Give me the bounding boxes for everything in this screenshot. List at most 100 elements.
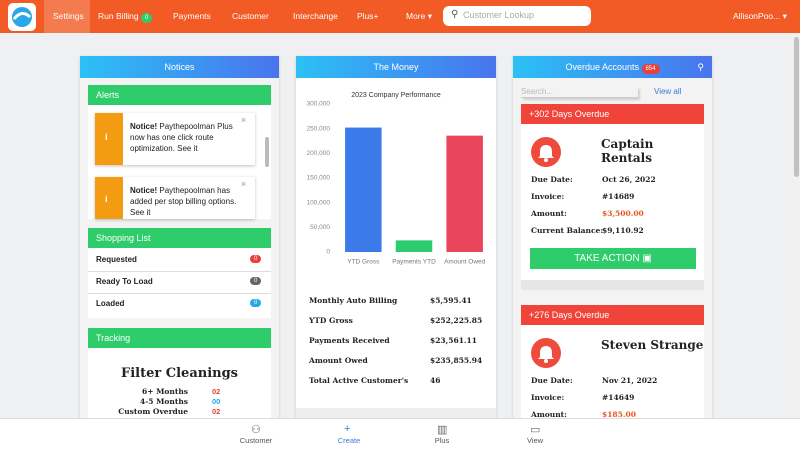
- nav-badge: 0: [141, 13, 153, 23]
- bell-icon: [531, 137, 561, 167]
- x-tick-label: Payments YTD: [392, 259, 436, 266]
- zoom-icon[interactable]: ⚲: [697, 62, 704, 72]
- row-label: Loaded: [96, 299, 125, 308]
- scrollbar: [265, 137, 269, 167]
- summary-label: Amount Owed: [309, 356, 368, 365]
- notice-icon: i: [105, 132, 108, 142]
- bottom-label[interactable]: Create: [337, 436, 361, 445]
- bottom-icon[interactable]: +: [344, 423, 351, 435]
- bottom-label[interactable]: View: [526, 436, 544, 445]
- search-input[interactable]: Search...: [521, 87, 638, 98]
- customer-name: Steven Strange: [601, 338, 704, 352]
- overdue-card: +276 Days Overdue Steven Strange Due Date:…: [521, 305, 704, 425]
- y-tick-label: 300,000: [307, 101, 331, 108]
- count-badge: 0: [250, 255, 262, 263]
- notice-icon-bg: i: [95, 113, 123, 165]
- user-name: AllisonPoo...: [733, 11, 781, 21]
- card-header: Shopping List: [88, 228, 271, 248]
- notice-body: Paythepoolman Plus now has one click rou…: [130, 122, 233, 153]
- count-badge: 0: [250, 277, 262, 285]
- bar: [395, 240, 433, 252]
- count-badge: 0: [250, 299, 262, 307]
- field-label: Due Date:: [531, 376, 573, 385]
- nav-item[interactable]: Interchange: [293, 11, 338, 21]
- y-tick-label: 250,000: [307, 125, 331, 132]
- summary-label: Total Active Customer's: [309, 376, 409, 385]
- field-value: Nov 21, 2022: [602, 376, 658, 385]
- bar: [345, 127, 382, 252]
- tracking-value: 00: [212, 397, 221, 406]
- tracking-heading: Filter Cleanings: [121, 366, 238, 381]
- logo[interactable]: [8, 3, 36, 31]
- y-tick-label: 0: [326, 249, 330, 256]
- summary-label: YTD Gross: [309, 316, 353, 325]
- summary-value: $23,561.11: [430, 336, 477, 345]
- nav-item[interactable]: Payments: [173, 11, 211, 21]
- card-footer: [521, 280, 704, 290]
- field-label: Due Date:: [531, 175, 573, 184]
- customer-name: Captain Rentals: [601, 137, 654, 165]
- tracking-label: 6+ Months: [141, 387, 188, 396]
- row-divider: [88, 271, 271, 272]
- view-all-link[interactable]: View all: [654, 87, 682, 96]
- chart: 2023 Company Performance 0 50,000 100,000 1…: [307, 92, 486, 266]
- notice-heading: Notice!: [130, 122, 158, 131]
- field-value: $9,110.92: [602, 226, 644, 235]
- notice-icon-bg: i: [95, 177, 123, 219]
- summary-label: Monthly Auto Billing: [309, 296, 398, 305]
- field-value: Oct 26, 2022: [602, 175, 656, 184]
- user-menu[interactable]: AllisonPoo... ▾: [733, 11, 787, 21]
- alerts-card: Alerts i Notice! Paythepoolman Plus now …: [88, 85, 271, 219]
- tracking-card: Tracking Filter Cleanings 6+ Months 02 4-5…: [88, 328, 271, 418]
- count-badge: 854: [641, 64, 660, 74]
- search-box[interactable]: ⚲ Customer Lookup: [443, 6, 591, 26]
- logo-icon: [12, 7, 32, 27]
- nav-item[interactable]: Customer: [232, 11, 269, 21]
- summary-label: Payments Received: [309, 336, 390, 345]
- field-label: Amount:: [531, 209, 567, 218]
- bottom-icon[interactable]: ▭: [530, 424, 541, 436]
- bottom-icon[interactable]: ▥: [437, 424, 448, 436]
- shopping-card: Shopping List Requested 0 Ready To Load 0 Lo…: [88, 228, 271, 318]
- bottom-label[interactable]: Customer: [239, 436, 273, 445]
- notice-heading: Notice!: [130, 186, 158, 195]
- field-label: Current Balance:: [531, 226, 604, 235]
- bottom-icon[interactable]: ⚇: [251, 424, 261, 436]
- notice-text: Notice! Paythepoolman Plus now has one c…: [130, 121, 248, 154]
- card-header: +276 Days Overdue: [521, 305, 704, 325]
- field-value: $3,500.00: [602, 209, 644, 218]
- x-tick-label: YTD Gross: [347, 259, 380, 266]
- nav-item[interactable]: Settings: [53, 11, 84, 21]
- field-label: Amount:: [531, 410, 567, 419]
- bell-icon: [531, 338, 561, 368]
- nav-item[interactable]: Run Billing 0: [98, 0, 153, 33]
- row-divider: [88, 293, 271, 294]
- close-icon[interactable]: ×: [241, 115, 247, 125]
- row-label: Ready To Load: [96, 277, 153, 286]
- bottom-label[interactable]: Plus: [434, 436, 450, 445]
- field-value: #14649: [602, 393, 635, 402]
- summary-value: $252,225.85: [430, 316, 483, 325]
- close-icon[interactable]: ×: [241, 179, 247, 189]
- take-action-button[interactable]: TAKE ACTION ▣: [530, 248, 696, 269]
- bottom-bar: ⚇ Customer + Create ▥ Plus ▭ View: [0, 418, 800, 457]
- y-tick-label: 100,000: [307, 199, 331, 206]
- nav-item[interactable]: Plus+: [357, 11, 379, 21]
- scroll-thumb: [794, 37, 799, 177]
- row-label: Requested: [96, 255, 137, 264]
- notice-body: Paythepoolman has added per stop billing…: [130, 186, 237, 217]
- panel-header: The Money: [296, 56, 496, 78]
- active-tab-bg: [44, 0, 90, 33]
- notice-text: Notice! Paythepoolman has added per stop…: [130, 185, 248, 218]
- chart-title: 2023 Company Performance: [351, 92, 441, 99]
- button-label: TAKE ACTION: [574, 253, 640, 264]
- nav-label: More: [406, 11, 426, 21]
- field-value: #14689: [602, 192, 635, 201]
- y-tick-label: 150,000: [307, 175, 331, 182]
- x-tick-label: Amount Owed: [444, 259, 486, 266]
- nav-item[interactable]: More ▾: [406, 11, 433, 21]
- notice: i Notice! Paythepoolman has added per st…: [95, 177, 255, 219]
- notice: i Notice! Paythepoolman Plus now has one…: [95, 113, 255, 165]
- card-header: +302 Days Overdue: [521, 104, 704, 124]
